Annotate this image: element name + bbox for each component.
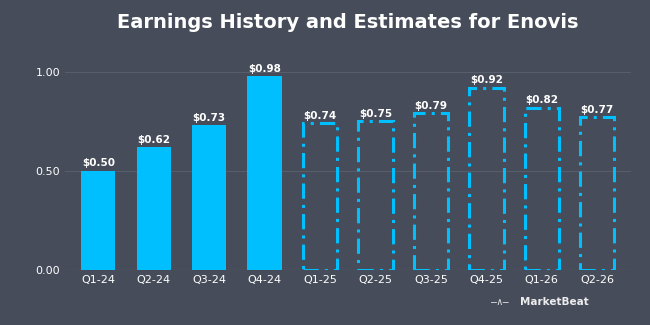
Text: $0.50: $0.50: [82, 159, 115, 168]
Title: Earnings History and Estimates for Enovis: Earnings History and Estimates for Enovi…: [117, 13, 578, 32]
Bar: [358, 121, 393, 270]
Text: $0.74: $0.74: [304, 111, 337, 121]
Text: $0.82: $0.82: [525, 95, 558, 105]
Bar: [248, 76, 282, 270]
Text: $0.77: $0.77: [580, 105, 614, 115]
Text: $0.62: $0.62: [137, 135, 170, 145]
Text: $0.73: $0.73: [192, 113, 226, 123]
Bar: [580, 117, 614, 270]
Bar: [469, 88, 504, 270]
Text: $0.92: $0.92: [470, 75, 503, 85]
Text: $0.79: $0.79: [415, 101, 447, 111]
Bar: [303, 124, 337, 270]
Bar: [414, 113, 448, 270]
Bar: [525, 108, 559, 270]
Text: $0.75: $0.75: [359, 109, 392, 119]
Bar: [136, 147, 171, 270]
Bar: [81, 171, 116, 270]
Bar: [192, 125, 226, 270]
Text: —∧—: —∧—: [491, 297, 508, 307]
Text: MarketBeat: MarketBeat: [520, 297, 589, 307]
Text: $0.98: $0.98: [248, 63, 281, 73]
